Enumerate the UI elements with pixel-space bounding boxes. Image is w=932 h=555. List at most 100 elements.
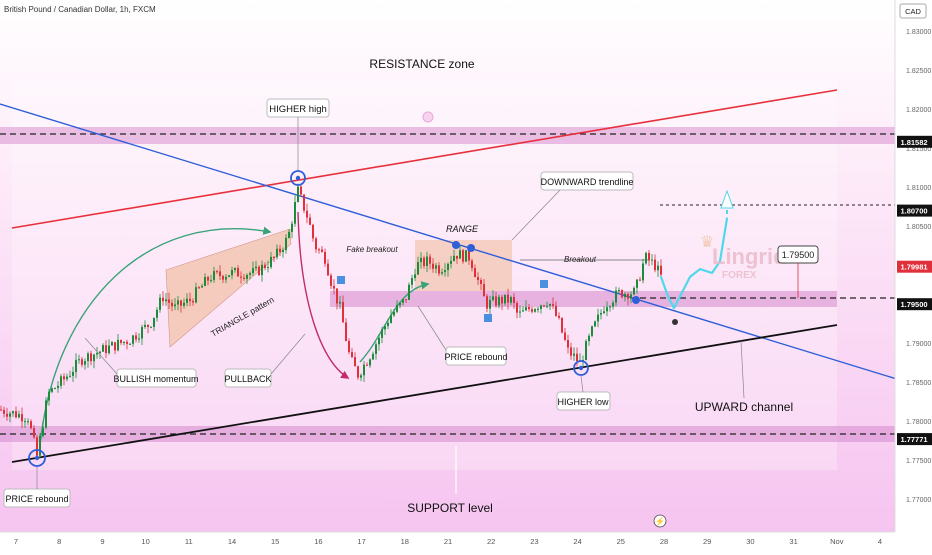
candle-body bbox=[444, 270, 446, 273]
candle-body bbox=[321, 249, 323, 252]
currency-box bbox=[899, 3, 927, 19]
y-tick-label: 1.82000 bbox=[906, 107, 931, 114]
candle-body bbox=[450, 260, 452, 264]
x-tick-label: Nov bbox=[830, 537, 844, 546]
upward-channel-pointer bbox=[740, 340, 745, 399]
candle-body bbox=[138, 338, 140, 340]
candle-body bbox=[291, 223, 293, 232]
eye-icon[interactable] bbox=[672, 319, 678, 325]
pullback-curve-arrow bbox=[297, 211, 350, 379]
candle-body bbox=[147, 324, 149, 327]
y-tick-label: 1.82500 bbox=[906, 68, 931, 75]
x-tick-label: 4 bbox=[878, 537, 882, 546]
price-tags: 1.81582 1.80700 1.79981 1.79500 1.77771 bbox=[897, 135, 932, 446]
candle-body bbox=[471, 260, 473, 269]
candle-body bbox=[345, 322, 347, 341]
pullback-pointer bbox=[270, 333, 306, 375]
flag-icon-1[interactable] bbox=[337, 276, 345, 284]
candle-body bbox=[315, 238, 317, 250]
candle-body bbox=[627, 293, 629, 299]
candle-body bbox=[657, 265, 659, 271]
candle-body bbox=[225, 276, 227, 280]
candle-body bbox=[645, 252, 647, 264]
higher-low-label: HIGHER low bbox=[557, 397, 609, 407]
candle-body bbox=[381, 329, 383, 338]
candle-body bbox=[144, 324, 146, 327]
candle-body bbox=[45, 400, 47, 428]
candle-body bbox=[303, 194, 305, 211]
price-rebound-mid-pointer bbox=[417, 305, 447, 351]
candle-body bbox=[231, 270, 233, 276]
candle-body bbox=[177, 300, 179, 305]
candle-body bbox=[24, 421, 26, 423]
x-ticks: 7 8 9 10 11 14 15 16 17 18 21 22 23 24 25 28 29 30 31 Nov 4 bbox=[14, 537, 882, 546]
ghost-icon bbox=[422, 111, 434, 123]
candle-body bbox=[567, 340, 569, 348]
candle-body bbox=[180, 300, 182, 306]
x-tick-label: 31 bbox=[789, 537, 797, 546]
price-rebound-mid-label: PRICE rebound bbox=[444, 352, 507, 362]
symbol-title: British Pound / Canadian Dollar, 1h, FXC… bbox=[4, 5, 156, 14]
x-tick-label: 15 bbox=[271, 537, 279, 546]
candle-body bbox=[183, 302, 185, 306]
candle-body bbox=[342, 301, 344, 323]
candle-body bbox=[543, 305, 545, 307]
watermark-sub: FOREX bbox=[722, 270, 757, 281]
candle-body bbox=[75, 359, 77, 373]
candle-body bbox=[639, 279, 641, 281]
candle-body bbox=[468, 250, 470, 261]
candle-body bbox=[312, 224, 314, 239]
candle-body bbox=[189, 298, 191, 302]
candle-body bbox=[498, 296, 500, 306]
currency-label: CAD bbox=[905, 7, 921, 16]
candle-body bbox=[72, 372, 74, 376]
y-tick-label: 1.77000 bbox=[906, 497, 931, 504]
candle-body bbox=[459, 250, 461, 259]
candle-body bbox=[108, 345, 110, 354]
candle-body bbox=[141, 327, 143, 339]
candle-body bbox=[654, 259, 656, 271]
flag-icon-3[interactable] bbox=[484, 314, 492, 322]
watermark-brand: Lingrid bbox=[712, 244, 787, 269]
candle-body bbox=[510, 297, 512, 303]
candle-body bbox=[354, 357, 356, 367]
range-dot-1 bbox=[452, 241, 460, 249]
candle-body bbox=[612, 302, 614, 307]
candle-body bbox=[300, 186, 302, 195]
candle-body bbox=[552, 304, 554, 306]
candle-body bbox=[531, 309, 533, 312]
candle-body bbox=[327, 263, 329, 276]
candle-body bbox=[264, 264, 266, 268]
x-tick-label: 30 bbox=[746, 537, 754, 546]
candle-body bbox=[594, 321, 596, 327]
candle-body bbox=[360, 375, 362, 378]
price-tag-bg bbox=[897, 135, 932, 148]
candle-body bbox=[384, 326, 386, 330]
bullish-momentum-box bbox=[116, 368, 197, 388]
candle-body bbox=[489, 299, 491, 309]
candle-body bbox=[279, 248, 281, 252]
price-tag-bg bbox=[897, 260, 932, 273]
candle-body bbox=[129, 343, 131, 345]
candle-body bbox=[228, 275, 230, 277]
candle-body bbox=[375, 344, 377, 354]
candle-body bbox=[258, 266, 260, 276]
candle-body bbox=[453, 255, 455, 261]
target-box-label: 1.79500 bbox=[782, 250, 815, 260]
candle-body bbox=[474, 268, 476, 278]
candle-body bbox=[366, 364, 368, 366]
lightning-icon[interactable] bbox=[653, 514, 667, 528]
candle-body bbox=[66, 376, 68, 380]
flag-icon-2[interactable] bbox=[540, 280, 548, 288]
x-tick-label: 11 bbox=[185, 537, 193, 546]
higher-low-box bbox=[556, 391, 611, 411]
range-dot-2 bbox=[467, 244, 475, 252]
candle-body bbox=[78, 359, 80, 361]
candle-body bbox=[93, 354, 95, 362]
lightning-glyph: ⚡ bbox=[655, 516, 665, 526]
candle-body bbox=[276, 248, 278, 258]
candle-body bbox=[111, 342, 113, 346]
x-tick-label: 25 bbox=[617, 537, 625, 546]
candle-body bbox=[60, 376, 62, 386]
